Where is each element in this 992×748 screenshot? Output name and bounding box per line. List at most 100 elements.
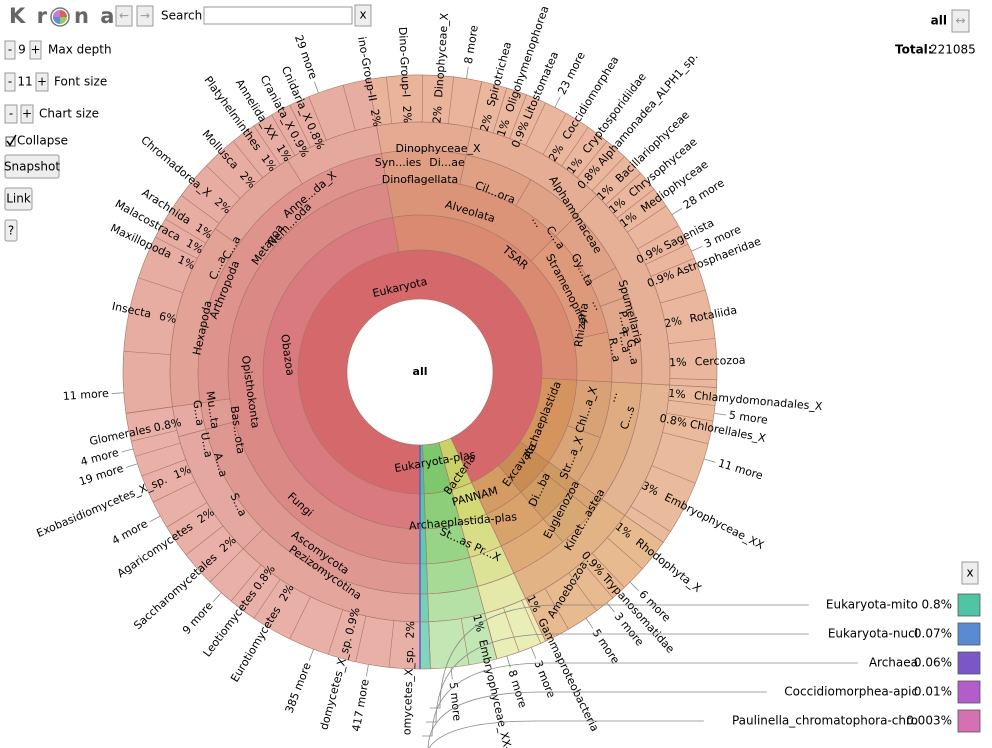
- legend-close[interactable]: [961, 561, 979, 585]
- ring-segment: [368, 74, 483, 128]
- leaf-divider: [650, 258, 695, 277]
- size-minus[interactable]: [4, 104, 18, 124]
- leaf-divider: [616, 188, 655, 219]
- node-label: Dinophyceae_X: [395, 142, 481, 155]
- size-minus-label[interactable]: -: [9, 107, 13, 121]
- leaf-divider: [645, 243, 689, 265]
- leaf-share: 0.8%: [153, 416, 183, 435]
- leaf-share: 1%: [172, 463, 193, 482]
- more-label: 5 more: [447, 682, 464, 722]
- leader-line: [691, 245, 703, 252]
- search-clear-button[interactable]: [354, 4, 372, 27]
- search-input[interactable]: [203, 6, 353, 25]
- legend-name: Eukaryota-nucl: [828, 627, 918, 641]
- font-label: Font size: [54, 75, 107, 89]
- leaf-divider: [542, 113, 567, 155]
- expand-button[interactable]: [951, 9, 970, 33]
- snapshot-label[interactable]: Snapshot: [4, 160, 60, 174]
- more-label: 9 more: [180, 599, 216, 637]
- leaf-divider: [561, 127, 589, 167]
- leaf-share: 1%: [470, 613, 487, 633]
- logo-mark: [50, 7, 70, 27]
- back-button-label[interactable]: ←: [119, 9, 129, 23]
- leaf-divider: [471, 81, 483, 128]
- size-plus-label[interactable]: +: [22, 107, 32, 121]
- leader-line: [629, 581, 639, 591]
- collapse-checkbox[interactable]: [5, 136, 16, 147]
- font-plus-label[interactable]: +: [37, 75, 47, 89]
- font-minus[interactable]: [4, 72, 16, 92]
- leaf-divider: [232, 140, 263, 178]
- leaf-divider: [308, 96, 327, 141]
- leaf-divider: [660, 289, 706, 304]
- leaf-divider: [289, 596, 311, 640]
- legend-leader: [430, 604, 809, 709]
- leader-line: [121, 448, 134, 453]
- leaf-divider: [591, 553, 625, 588]
- current-node: all: [931, 14, 947, 28]
- leaf-divider: [155, 236, 198, 259]
- leaf-share: 1%: [495, 118, 513, 139]
- leaf-name: Dino-Group-I: [396, 27, 413, 98]
- depth-minus[interactable]: [4, 40, 16, 60]
- font-value: 11: [17, 75, 32, 89]
- snapshot-button[interactable]: [4, 154, 60, 179]
- leaf-divider: [253, 125, 281, 165]
- leaf-divider: [668, 400, 716, 406]
- help-button[interactable]: [4, 219, 18, 242]
- ring-segment: [419, 528, 428, 565]
- forward-button[interactable]: [136, 5, 154, 27]
- leader-line: [450, 667, 453, 680]
- node-label: Obazoa: [278, 333, 297, 376]
- search-clear-label[interactable]: x: [359, 8, 366, 22]
- leaf-divider: [492, 87, 508, 134]
- size-plus[interactable]: [20, 104, 34, 124]
- more-label: 417 more: [350, 678, 372, 733]
- depth-plus[interactable]: [29, 40, 42, 60]
- legend-name: Paulinella_chromatophora-chro: [732, 714, 918, 728]
- back-button[interactable]: [115, 5, 133, 27]
- legend-swatch: [957, 651, 981, 675]
- ring-segment: [419, 593, 430, 623]
- font-plus[interactable]: [35, 72, 49, 92]
- leader-line: [365, 664, 369, 677]
- leaf-divider: [605, 173, 641, 205]
- font-minus-label[interactable]: -: [8, 75, 12, 89]
- leader-line: [313, 81, 319, 94]
- leaf-divider: [289, 104, 311, 148]
- leaf-divider: [166, 502, 207, 528]
- node-label: Dinoflagellata: [382, 173, 459, 186]
- size-label: Chart size: [39, 107, 99, 121]
- legend-name: Coccidiomorphea-apic: [784, 685, 918, 699]
- collapse-label[interactable]: Collapse: [17, 134, 68, 148]
- depth-label: Max depth: [48, 43, 112, 57]
- node-label: Rhizaria: [572, 302, 591, 348]
- depth-plus-label[interactable]: +: [30, 43, 40, 57]
- leaf-name: Cercozoa: [695, 354, 746, 369]
- forward-button-label[interactable]: →: [140, 9, 150, 23]
- leaf-divider: [230, 564, 262, 602]
- leaf-share: 1%: [668, 387, 687, 401]
- leader-line: [530, 647, 537, 659]
- depth-minus-label[interactable]: -: [8, 43, 12, 57]
- leaf-divider: [386, 76, 392, 124]
- link-button[interactable]: [4, 187, 33, 211]
- leaf-share: 6%: [158, 310, 178, 326]
- leader-line: [149, 515, 161, 523]
- legend-leader: [428, 720, 704, 748]
- leaf-divider: [669, 378, 717, 381]
- legend-share: 0.07%: [914, 627, 952, 641]
- help-label[interactable]: ?: [8, 224, 14, 238]
- leader-line: [671, 207, 683, 215]
- link-label[interactable]: Link: [6, 192, 31, 206]
- leaf-divider: [135, 442, 181, 457]
- expand-label[interactable]: ↔: [955, 14, 965, 28]
- legend-close-label[interactable]: x: [966, 566, 973, 580]
- logo: K r: [9, 4, 49, 28]
- more-label: 385 more: [283, 661, 314, 715]
- more-label: 4 more: [110, 517, 151, 547]
- leaf-divider: [125, 406, 173, 414]
- leaf-divider: [152, 481, 196, 503]
- leaf-divider: [209, 548, 244, 583]
- leaf-divider: [428, 621, 431, 669]
